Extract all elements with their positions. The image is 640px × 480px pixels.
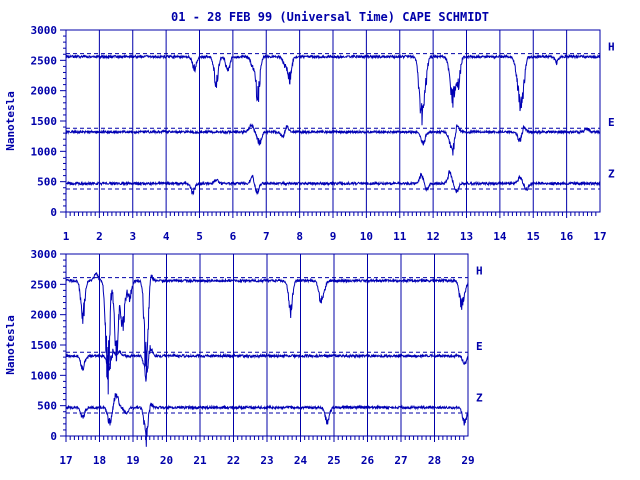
x-tick-label: 15 [527, 230, 540, 243]
y-tick-label: 1500 [31, 339, 58, 352]
component-label-E: E [476, 340, 483, 353]
y-tick-label: 1500 [31, 115, 58, 128]
trace-E [65, 345, 469, 382]
trace-Z [65, 170, 601, 196]
x-tick-label: 1 [63, 230, 70, 243]
x-tick-label: 22 [227, 454, 240, 467]
x-tick-label: 7 [263, 230, 270, 243]
x-tick-label: 28 [428, 454, 441, 467]
y-tick-label: 3000 [31, 24, 58, 37]
x-tick-label: 5 [196, 230, 203, 243]
y-tick-label: 1000 [31, 145, 58, 158]
x-tick-label: 21 [193, 454, 207, 467]
y-tick-label: 0 [50, 430, 57, 443]
y-tick-label: 1000 [31, 369, 58, 382]
x-tick-label: 17 [59, 454, 72, 467]
x-tick-label: 2 [96, 230, 103, 243]
x-tick-label: 17 [593, 230, 606, 243]
y-tick-label: 2500 [31, 54, 58, 67]
x-tick-label: 19 [126, 454, 139, 467]
x-tick-label: 12 [427, 230, 440, 243]
x-tick-label: 4 [163, 230, 170, 243]
component-label-Z: Z [608, 167, 615, 180]
x-tick-label: 18 [93, 454, 106, 467]
x-tick-label: 8 [296, 230, 303, 243]
trace-H [65, 53, 601, 126]
component-label-Z: Z [476, 391, 483, 404]
component-label-H: H [608, 41, 615, 54]
x-tick-label: 10 [360, 230, 373, 243]
trace-Z [65, 393, 469, 447]
x-tick-label: 14 [493, 230, 507, 243]
x-tick-label: 16 [560, 230, 574, 243]
component-label-E: E [608, 116, 615, 129]
x-tick-label: 29 [461, 454, 474, 467]
x-tick-label: 24 [294, 454, 308, 467]
y-tick-label: 3000 [31, 248, 58, 261]
x-tick-label: 25 [327, 454, 340, 467]
y-tick-label: 2000 [31, 309, 58, 322]
y-tick-label: 2500 [31, 278, 58, 291]
x-tick-label: 6 [230, 230, 237, 243]
component-label-H: H [476, 265, 483, 278]
x-tick-label: 3 [129, 230, 136, 243]
x-tick-label: 26 [361, 454, 375, 467]
x-tick-label: 11 [393, 230, 407, 243]
y-axis-label: Nanotesla [4, 91, 17, 151]
y-tick-label: 500 [37, 176, 57, 189]
x-tick-label: 27 [394, 454, 407, 467]
panel-2: 0 500 1000 1500 2000 2500 3000 17 18 19 20 21 22 23 24… [4, 248, 483, 467]
chart-title: 01 - 28 FEB 99 (Universal Time) CAPE SCH… [171, 10, 489, 24]
y-tick-label: 500 [37, 400, 57, 413]
x-tick-label: 9 [330, 230, 337, 243]
trace-E [65, 122, 601, 156]
trace-H [65, 272, 469, 395]
y-axis-label: Nanotesla [4, 315, 17, 375]
x-tick-label: 13 [460, 230, 473, 243]
x-tick-label: 20 [160, 454, 173, 467]
y-tick-label: 0 [50, 206, 57, 219]
y-tick-label: 2000 [31, 85, 58, 98]
x-tick-label: 23 [260, 454, 273, 467]
